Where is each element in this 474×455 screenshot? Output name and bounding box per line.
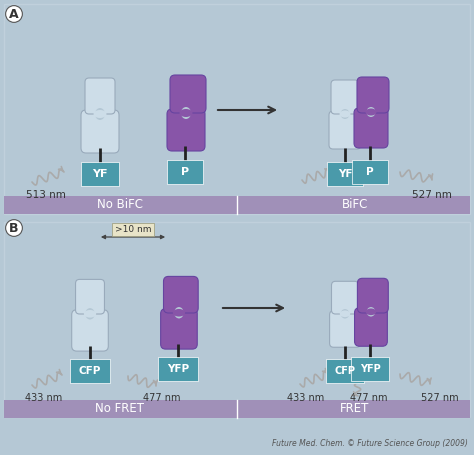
- Text: FRET: FRET: [340, 403, 370, 415]
- Ellipse shape: [180, 109, 192, 117]
- FancyBboxPatch shape: [352, 160, 388, 184]
- FancyBboxPatch shape: [4, 4, 470, 214]
- FancyBboxPatch shape: [329, 111, 361, 149]
- Ellipse shape: [340, 310, 350, 317]
- Text: No BiFC: No BiFC: [97, 198, 143, 212]
- Text: 527 nm: 527 nm: [421, 393, 459, 403]
- Text: 513 nm: 513 nm: [26, 190, 66, 200]
- Text: YF: YF: [92, 169, 108, 179]
- Text: YFP: YFP: [360, 364, 380, 374]
- Text: YF: YF: [338, 169, 352, 179]
- Text: 433 nm: 433 nm: [287, 393, 325, 403]
- FancyBboxPatch shape: [326, 359, 364, 383]
- Text: BiFC: BiFC: [342, 198, 368, 212]
- Ellipse shape: [84, 310, 96, 318]
- FancyBboxPatch shape: [85, 78, 115, 114]
- FancyBboxPatch shape: [164, 276, 198, 313]
- FancyBboxPatch shape: [161, 308, 197, 349]
- FancyBboxPatch shape: [167, 109, 205, 151]
- Text: No FRET: No FRET: [95, 403, 145, 415]
- Ellipse shape: [95, 108, 105, 120]
- FancyBboxPatch shape: [170, 75, 206, 113]
- FancyBboxPatch shape: [351, 357, 389, 381]
- FancyBboxPatch shape: [70, 359, 110, 383]
- FancyBboxPatch shape: [72, 310, 108, 351]
- Ellipse shape: [85, 308, 95, 319]
- Text: 477 nm: 477 nm: [143, 393, 181, 403]
- FancyBboxPatch shape: [81, 162, 119, 186]
- Ellipse shape: [173, 309, 185, 317]
- Text: 433 nm: 433 nm: [26, 393, 63, 403]
- Text: 477 nm: 477 nm: [350, 393, 388, 403]
- FancyBboxPatch shape: [75, 279, 104, 314]
- FancyBboxPatch shape: [355, 308, 387, 346]
- Text: CFP: CFP: [335, 366, 356, 376]
- Text: Future Med. Chem. © Future Science Group (2009): Future Med. Chem. © Future Science Group…: [272, 439, 468, 448]
- Text: P: P: [181, 167, 189, 177]
- FancyBboxPatch shape: [81, 110, 119, 153]
- FancyBboxPatch shape: [331, 80, 359, 114]
- Text: 527 nm: 527 nm: [412, 190, 452, 200]
- FancyBboxPatch shape: [354, 108, 388, 148]
- FancyBboxPatch shape: [327, 162, 363, 186]
- FancyBboxPatch shape: [331, 281, 358, 314]
- FancyBboxPatch shape: [158, 357, 198, 381]
- Ellipse shape: [174, 307, 184, 318]
- Text: >10 nm: >10 nm: [115, 225, 151, 234]
- Ellipse shape: [340, 109, 349, 119]
- Ellipse shape: [366, 308, 376, 315]
- Ellipse shape: [181, 107, 191, 119]
- Ellipse shape: [367, 307, 375, 317]
- FancyBboxPatch shape: [4, 222, 470, 417]
- Ellipse shape: [93, 110, 107, 118]
- Text: A: A: [9, 7, 19, 20]
- Text: CFP: CFP: [79, 366, 101, 376]
- FancyBboxPatch shape: [4, 400, 470, 418]
- Ellipse shape: [366, 107, 375, 117]
- Text: P: P: [366, 167, 374, 177]
- FancyBboxPatch shape: [357, 77, 389, 113]
- Ellipse shape: [339, 111, 350, 117]
- Text: B: B: [9, 222, 19, 234]
- Ellipse shape: [341, 309, 349, 318]
- Text: YFP: YFP: [167, 364, 189, 374]
- FancyBboxPatch shape: [357, 278, 388, 313]
- Ellipse shape: [365, 108, 376, 116]
- FancyBboxPatch shape: [329, 311, 360, 347]
- FancyBboxPatch shape: [4, 196, 470, 214]
- FancyBboxPatch shape: [167, 160, 203, 184]
